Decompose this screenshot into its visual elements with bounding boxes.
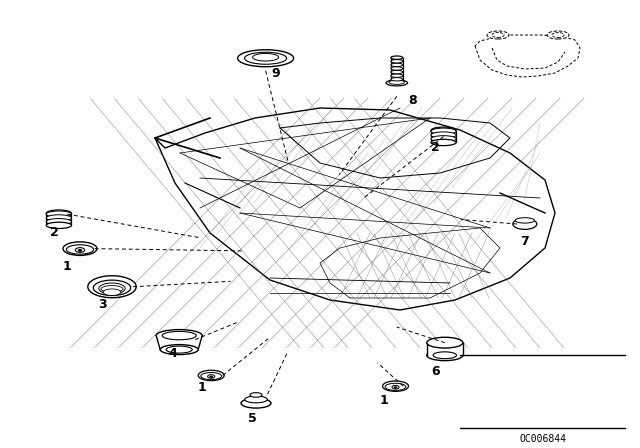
Ellipse shape (101, 286, 123, 292)
Ellipse shape (394, 387, 397, 388)
Ellipse shape (391, 78, 403, 81)
Ellipse shape (88, 276, 136, 298)
Ellipse shape (515, 218, 534, 223)
Ellipse shape (383, 381, 408, 392)
Ellipse shape (391, 70, 403, 74)
Ellipse shape (427, 337, 463, 348)
Ellipse shape (547, 31, 569, 39)
Polygon shape (431, 130, 456, 142)
Text: 8: 8 (408, 94, 417, 108)
Ellipse shape (67, 245, 93, 254)
Ellipse shape (552, 33, 564, 38)
Ellipse shape (244, 396, 268, 403)
Ellipse shape (207, 375, 215, 378)
Text: 4: 4 (168, 347, 177, 361)
Ellipse shape (427, 350, 463, 361)
Ellipse shape (63, 242, 97, 255)
Ellipse shape (46, 215, 72, 221)
Text: 6: 6 (431, 365, 440, 379)
Polygon shape (156, 336, 202, 349)
Ellipse shape (386, 80, 408, 86)
Ellipse shape (244, 52, 287, 64)
Ellipse shape (99, 283, 125, 294)
Ellipse shape (93, 280, 131, 296)
Ellipse shape (389, 80, 404, 84)
Ellipse shape (433, 352, 456, 359)
Text: 5: 5 (248, 412, 257, 426)
Ellipse shape (487, 31, 509, 39)
Text: 1: 1 (63, 260, 72, 273)
Ellipse shape (431, 136, 456, 142)
Ellipse shape (78, 250, 82, 251)
Ellipse shape (76, 248, 84, 252)
Ellipse shape (391, 67, 403, 70)
Polygon shape (427, 343, 463, 355)
Text: 1: 1 (197, 381, 206, 394)
Ellipse shape (162, 332, 196, 340)
Ellipse shape (431, 139, 456, 146)
Ellipse shape (46, 210, 72, 217)
Ellipse shape (431, 132, 456, 138)
Ellipse shape (250, 393, 262, 397)
Ellipse shape (391, 56, 403, 59)
Ellipse shape (156, 330, 202, 341)
Text: 2: 2 (50, 226, 59, 240)
Ellipse shape (392, 385, 399, 389)
Ellipse shape (391, 60, 403, 63)
Ellipse shape (513, 219, 537, 229)
Ellipse shape (241, 398, 271, 408)
Text: 9: 9 (271, 67, 280, 81)
Polygon shape (46, 213, 72, 225)
Ellipse shape (201, 372, 221, 379)
Ellipse shape (431, 128, 456, 134)
Ellipse shape (385, 383, 406, 390)
Ellipse shape (492, 33, 504, 38)
Ellipse shape (166, 346, 192, 353)
Ellipse shape (103, 289, 121, 296)
Ellipse shape (391, 74, 403, 78)
Ellipse shape (210, 376, 212, 378)
Ellipse shape (160, 345, 198, 354)
Ellipse shape (431, 127, 456, 134)
Text: 2: 2 (431, 141, 440, 155)
Ellipse shape (253, 53, 278, 61)
Text: OC006844: OC006844 (519, 434, 566, 444)
Text: 1: 1 (380, 394, 388, 408)
Ellipse shape (391, 63, 403, 67)
Ellipse shape (46, 211, 72, 217)
Ellipse shape (237, 50, 294, 67)
Ellipse shape (46, 219, 72, 225)
Ellipse shape (198, 370, 224, 381)
Text: 7: 7 (520, 235, 529, 249)
Ellipse shape (46, 222, 72, 228)
Text: 3: 3 (98, 298, 107, 311)
